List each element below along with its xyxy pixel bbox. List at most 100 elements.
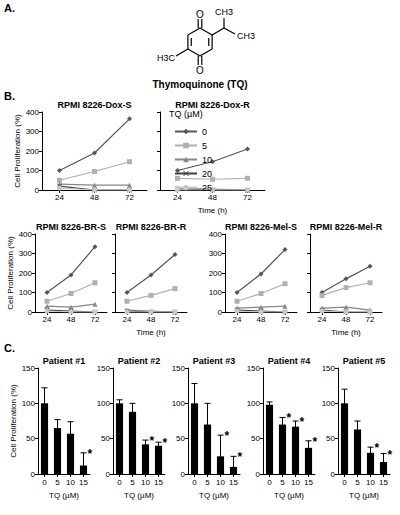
svg-text:72: 72 (243, 193, 252, 202)
svg-text:150: 150 (322, 364, 336, 373)
svg-text:Thymoquinone (TQ): Thymoquinone (TQ) (153, 79, 248, 90)
svg-text:300: 300 (26, 127, 40, 136)
svg-text:200: 200 (26, 147, 40, 156)
svg-text:0: 0 (42, 478, 47, 487)
svg-text:24: 24 (318, 315, 327, 324)
svg-text:15: 15 (304, 478, 313, 487)
svg-text:150: 150 (22, 364, 36, 373)
svg-text:TQ (µM): TQ (µM) (49, 491, 79, 500)
svg-text:100: 100 (19, 288, 33, 297)
svg-text:*: * (225, 429, 230, 443)
svg-text:24: 24 (123, 315, 132, 324)
svg-text:300: 300 (19, 249, 33, 258)
svg-text:50: 50 (326, 434, 335, 443)
svg-text:0: 0 (342, 478, 347, 487)
svg-text:48: 48 (257, 315, 266, 324)
svg-text:150: 150 (247, 364, 261, 373)
svg-text:400: 400 (26, 108, 40, 117)
svg-text:48: 48 (67, 315, 76, 324)
svg-text:50: 50 (176, 434, 185, 443)
svg-text:Time (h): Time (h) (331, 328, 361, 337)
svg-text:100: 100 (22, 399, 36, 408)
svg-text:TQ (µM): TQ (µM) (124, 491, 154, 500)
svg-text:100: 100 (209, 288, 223, 297)
svg-text:Cell Proliferation (%): Cell Proliferation (%) (6, 236, 15, 310)
svg-text:10: 10 (366, 478, 375, 487)
svg-text:200: 200 (19, 269, 33, 278)
svg-text:25: 25 (202, 183, 212, 193)
svg-text:CH3: CH3 (215, 7, 233, 17)
svg-text:*: * (238, 450, 243, 464)
svg-text:24: 24 (173, 193, 182, 202)
svg-text:100: 100 (26, 166, 40, 175)
svg-text:100: 100 (172, 399, 186, 408)
svg-text:RPMI 8226-BR-S: RPMI 8226-BR-S (36, 222, 106, 232)
svg-text:10: 10 (291, 478, 300, 487)
svg-text:150: 150 (97, 364, 111, 373)
svg-text:5: 5 (55, 478, 60, 487)
svg-text:0: 0 (117, 478, 122, 487)
svg-text:CH3: CH3 (237, 31, 255, 41)
svg-text:72: 72 (366, 315, 375, 324)
svg-text:0: 0 (218, 308, 223, 317)
svg-text:72: 72 (125, 193, 134, 202)
svg-text:72: 72 (171, 315, 180, 324)
svg-text:A.: A. (4, 2, 15, 14)
svg-text:0: 0 (35, 186, 40, 195)
svg-text:Time (h): Time (h) (198, 206, 228, 215)
svg-text:50: 50 (101, 434, 110, 443)
svg-text:B.: B. (4, 90, 15, 102)
svg-text:5: 5 (205, 478, 210, 487)
svg-text:*: * (388, 448, 393, 462)
svg-text:5: 5 (202, 141, 207, 151)
svg-text:0: 0 (181, 470, 186, 479)
svg-text:0: 0 (28, 308, 33, 317)
svg-text:RPMI 8226-Mel-R: RPMI 8226-Mel-R (310, 222, 383, 232)
svg-text:H3C: H3C (157, 53, 176, 63)
svg-text:48: 48 (342, 315, 351, 324)
svg-text:10: 10 (141, 478, 150, 487)
svg-text:100: 100 (247, 399, 261, 408)
svg-text:150: 150 (172, 364, 186, 373)
svg-text:15: 15 (379, 478, 388, 487)
svg-text:15: 15 (154, 478, 163, 487)
svg-text:300: 300 (209, 249, 223, 258)
svg-text:*: * (88, 447, 93, 461)
svg-text:Patient #1: Patient #1 (43, 356, 86, 366)
svg-text:*: * (375, 441, 380, 455)
svg-text:15: 15 (79, 478, 88, 487)
svg-text:5: 5 (355, 478, 360, 487)
svg-text:*: * (300, 415, 305, 429)
svg-text:400: 400 (19, 230, 33, 239)
svg-text:RPMI 8226-Dox-S: RPMI 8226-Dox-S (57, 100, 131, 110)
svg-text:0: 0 (267, 478, 272, 487)
svg-text:*: * (163, 436, 168, 450)
svg-text:Patient #3: Patient #3 (193, 356, 236, 366)
svg-text:0: 0 (256, 470, 261, 479)
svg-text:5: 5 (130, 478, 135, 487)
svg-text:72: 72 (91, 315, 100, 324)
svg-text:48: 48 (147, 315, 156, 324)
svg-text:0: 0 (192, 478, 197, 487)
svg-text:RPMI 8226-Dox-R: RPMI 8226-Dox-R (175, 100, 250, 110)
svg-text:*: * (287, 411, 292, 425)
svg-text:O: O (196, 9, 204, 20)
svg-text:*: * (150, 434, 155, 448)
svg-text:10: 10 (216, 478, 225, 487)
svg-text:Patient #4: Patient #4 (268, 356, 311, 366)
svg-text:100: 100 (97, 399, 111, 408)
svg-text:0: 0 (106, 470, 111, 479)
svg-text:TQ (µM): TQ (µM) (349, 491, 379, 500)
svg-text:20: 20 (202, 169, 212, 179)
svg-text:RPMI 8226-BR-R: RPMI 8226-BR-R (116, 222, 187, 232)
svg-text:15: 15 (229, 478, 238, 487)
svg-text:TQ (µM): TQ (µM) (199, 491, 229, 500)
svg-text:0: 0 (31, 470, 36, 479)
svg-text:0: 0 (331, 470, 336, 479)
svg-text:10: 10 (66, 478, 75, 487)
svg-text:0: 0 (202, 127, 207, 137)
svg-text:RPMI 8226-Mel-S: RPMI 8226-Mel-S (225, 222, 297, 232)
svg-text:Cell Proliferation (%): Cell Proliferation (%) (9, 384, 18, 458)
svg-text:24: 24 (233, 315, 242, 324)
svg-text:5: 5 (280, 478, 285, 487)
